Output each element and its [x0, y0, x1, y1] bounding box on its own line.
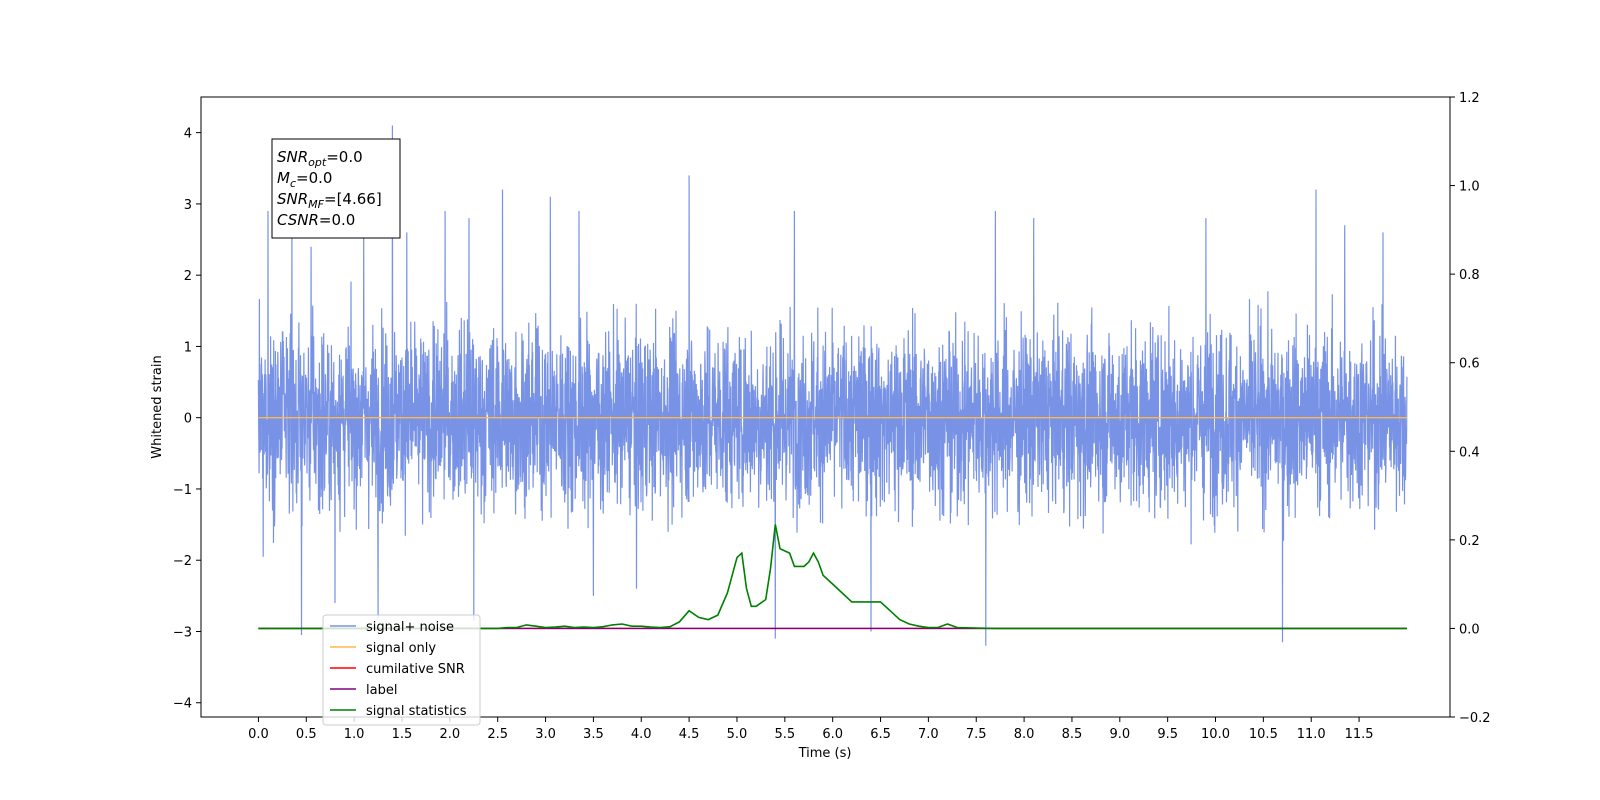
y-tick-label-right: 0.6 — [1459, 357, 1480, 372]
x-tick-label: 4.5 — [679, 727, 700, 742]
annotation-frame — [271, 138, 401, 239]
annotation-symbol: M — [277, 169, 290, 187]
annotation-symbol: SNR — [277, 148, 308, 166]
y-tick-label-right: −0.2 — [1459, 711, 1491, 726]
annotation-subscript: c — [290, 177, 296, 190]
y-tick-label-left: 0 — [184, 412, 192, 427]
x-tick-label: 5.5 — [774, 727, 795, 742]
annotation-subscript: opt — [308, 156, 327, 169]
legend-label: signal+ noise — [366, 620, 454, 635]
plot-frame — [200, 96, 1451, 718]
y-tick-label-left: 3 — [184, 198, 192, 213]
y-axis-right: −0.2 0.0 0.2 0.4 0.6 0.8 1.0 1.2 — [1450, 91, 1491, 726]
x-tick-label: 8.0 — [1014, 727, 1035, 742]
noise-trace — [257, 125, 1408, 646]
x-axis: 0.0 0.5 1.0 1.5 2.0 2.5 3.0 3.5 4.0 4.5 5.0 5.5 6.0 6… — [248, 717, 1374, 742]
annotation-symbol: SNR — [277, 190, 308, 208]
legend-label: label — [366, 683, 397, 698]
annotation-subscript: MF — [308, 198, 324, 211]
annotation-line: SNRopt=0.0 — [277, 148, 363, 169]
y-tick-label-right: 0.8 — [1459, 268, 1480, 283]
x-tick-label: 9.5 — [1157, 727, 1178, 742]
y-tick-label-right: 0.2 — [1459, 534, 1480, 549]
annotation-value: =0.0 — [326, 148, 362, 166]
x-tick-label: 1.0 — [344, 727, 365, 742]
x-tick-label: 1.5 — [392, 727, 413, 742]
y-tick-label-left: −4 — [173, 697, 192, 712]
y-tick-label-left: 4 — [184, 127, 192, 142]
annotation-line: SNRMF=[4.66] — [277, 190, 382, 211]
x-tick-label: 11.5 — [1345, 727, 1374, 742]
annotation-value: =0.0 — [319, 211, 355, 229]
x-tick-label: 2.5 — [487, 727, 508, 742]
x-tick-label: 2.0 — [439, 727, 460, 742]
y-tick-label-right: 1.0 — [1459, 180, 1480, 195]
series-line-signal-statistics — [258, 524, 1407, 630]
annotation-value: =0.0 — [296, 169, 332, 187]
y-tick-label-left: 2 — [184, 269, 192, 284]
x-tick-label: 3.5 — [583, 727, 604, 742]
legend: signal+ noise signal only cumilative SNR la… — [322, 614, 481, 726]
x-tick-label: 9.0 — [1109, 727, 1130, 742]
legend-label: signal statistics — [366, 704, 467, 719]
x-tick-label: 0.5 — [296, 727, 317, 742]
y-axis-left: −4 −3 −2 −1 0 1 2 3 4 — [173, 127, 201, 712]
series-signal-noise — [257, 125, 1408, 646]
x-tick-label: 8.5 — [1062, 727, 1083, 742]
x-tick-label: 7.0 — [918, 727, 939, 742]
x-axis-label: Time (s) — [798, 746, 852, 761]
y-tick-label-left: 1 — [184, 340, 192, 355]
legend-label: cumilative SNR — [366, 662, 465, 677]
x-tick-label: 0.0 — [248, 727, 269, 742]
x-tick-label: 10.5 — [1249, 727, 1278, 742]
annotation-line: CSNR=0.0 — [277, 211, 355, 229]
x-tick-label: 5.0 — [727, 727, 748, 742]
legend-label: signal only — [366, 641, 436, 656]
x-tick-label: 6.0 — [822, 727, 843, 742]
x-tick-label: 3.0 — [535, 727, 556, 742]
x-tick-label: 10.0 — [1201, 727, 1230, 742]
y-tick-label-right: 0.0 — [1459, 622, 1480, 637]
y-tick-label-left: −1 — [173, 483, 192, 498]
annotation-symbol: CSNR — [277, 211, 319, 229]
y-tick-label-left: −2 — [173, 554, 192, 569]
annotation-value: =[4.66] — [324, 190, 382, 208]
annotation-line: Mc=0.0 — [277, 169, 332, 190]
x-tick-label: 7.5 — [966, 727, 987, 742]
x-tick-label: 4.0 — [631, 727, 652, 742]
x-tick-label: 6.5 — [870, 727, 891, 742]
x-tick-label: 11.0 — [1297, 727, 1326, 742]
y-tick-label-right: 0.4 — [1459, 445, 1480, 460]
y-tick-label-left: −3 — [173, 625, 192, 640]
y-tick-label-right: 1.2 — [1459, 91, 1480, 106]
y-axis-label: Whitened strain — [150, 355, 165, 458]
legend-frame — [322, 614, 481, 726]
